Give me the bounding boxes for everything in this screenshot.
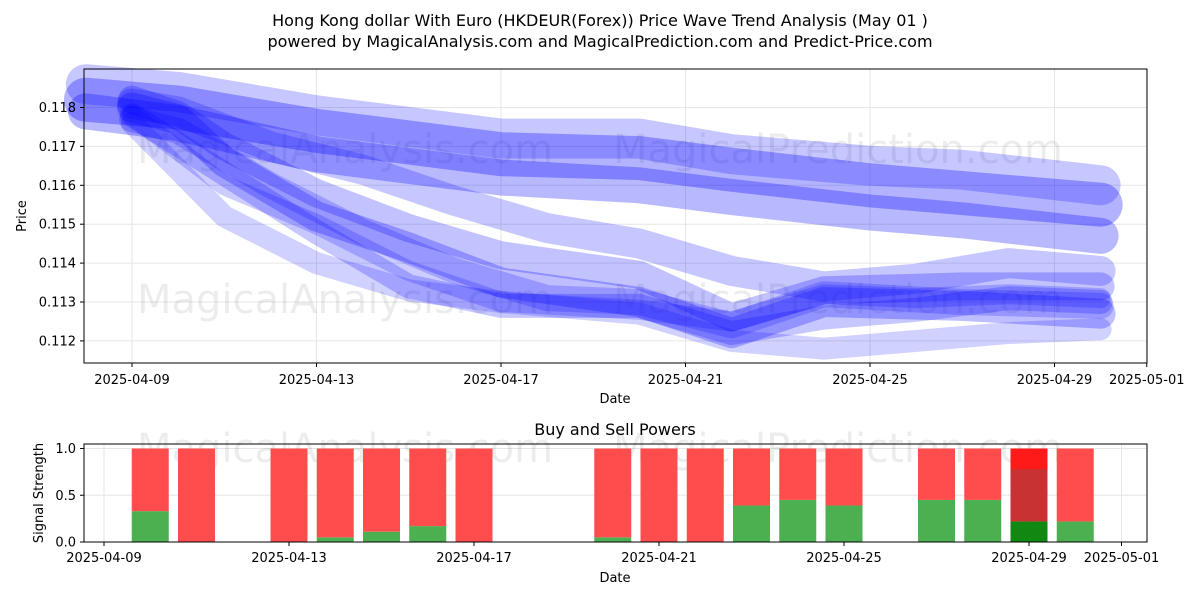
chart-subtitle: powered by MagicalAnalysis.com and Magic… bbox=[267, 32, 932, 51]
price-y-label: Price bbox=[15, 200, 30, 232]
price-y-tick-label: 0.113 bbox=[39, 296, 76, 311]
sell-bar bbox=[964, 448, 1002, 500]
price-grid bbox=[84, 69, 1148, 363]
sell-bar bbox=[918, 448, 955, 500]
buy-bar bbox=[1010, 521, 1048, 542]
price-x-tick-label: 2025-04-09 bbox=[94, 373, 170, 388]
signal-y-tick-label: 0.5 bbox=[55, 489, 76, 504]
price-watermarks: MagicalAnalysis.com MagicalPrediction.co… bbox=[137, 127, 1063, 323]
price-wave-panel: MagicalAnalysis.com MagicalPrediction.co… bbox=[15, 64, 1185, 407]
price-x-tick-label: 2025-05-01 bbox=[1109, 373, 1185, 388]
sell-bar bbox=[455, 448, 493, 542]
sell-bar bbox=[316, 448, 354, 538]
signal-y-tick-label: 1.0 bbox=[55, 442, 76, 457]
wave-series-line bbox=[122, 105, 1111, 332]
price-y-tick-label: 0.114 bbox=[39, 257, 76, 272]
sell-bar bbox=[363, 448, 400, 532]
sell-bar bbox=[825, 448, 863, 506]
price-y-tick-label: 0.118 bbox=[39, 101, 76, 116]
wave-series-line bbox=[63, 77, 1123, 227]
signal-x-tick-label: 2025-05-01 bbox=[1084, 551, 1160, 566]
signal-x-tick-label: 2025-04-29 bbox=[991, 551, 1067, 566]
sell-bar bbox=[779, 448, 817, 500]
price-y-tick-label: 0.115 bbox=[39, 218, 76, 233]
signal-x-tick-label: 2025-04-09 bbox=[66, 551, 142, 566]
wave-series-line bbox=[121, 112, 1112, 360]
sell-bar bbox=[640, 448, 678, 542]
buy-bar bbox=[594, 537, 632, 542]
buy-bar bbox=[409, 526, 447, 542]
signal-x-tick-label: 2025-04-13 bbox=[251, 551, 327, 566]
sell-bar bbox=[686, 448, 724, 542]
signal-y-tick-label: 0.0 bbox=[55, 536, 76, 551]
wave-series-line bbox=[117, 92, 1116, 349]
buy-bar bbox=[779, 499, 817, 542]
buy-bar bbox=[1056, 521, 1094, 542]
signal-x-label: Date bbox=[599, 571, 630, 586]
sell-bar bbox=[733, 448, 770, 506]
buy-bar bbox=[964, 499, 1002, 542]
wave-series-line bbox=[117, 88, 1116, 302]
buy-bar bbox=[733, 505, 770, 542]
price-x-tick-label: 2025-04-29 bbox=[1017, 373, 1093, 388]
buy-bar bbox=[363, 531, 400, 542]
price-axes-frame bbox=[83, 68, 1148, 364]
price-x-label: Date bbox=[599, 392, 630, 407]
sell-bar bbox=[131, 448, 169, 512]
price-y-tick-label: 0.112 bbox=[39, 334, 76, 349]
price-x-tick-label: 2025-04-25 bbox=[832, 373, 908, 388]
sell-bar-highlight bbox=[1010, 448, 1048, 470]
signal-panel: Buy and Sell Powers MagicalAnalysis.com … bbox=[32, 420, 1159, 586]
wave-series-line bbox=[119, 106, 1114, 339]
sell-bar bbox=[594, 448, 632, 538]
signal-x-tick-label: 2025-04-21 bbox=[621, 551, 697, 566]
chart-title: Hong Kong dollar With Euro (HKDEUR(Forex… bbox=[272, 11, 928, 30]
price-x-tick-label: 2025-04-13 bbox=[279, 373, 355, 388]
wave-series-line bbox=[67, 93, 1119, 254]
sell-bar bbox=[178, 448, 215, 542]
sell-bar bbox=[409, 448, 447, 527]
signal-x-tick-label: 2025-04-17 bbox=[436, 551, 512, 566]
watermark-prediction-mid: MagicalPrediction.com bbox=[613, 277, 1063, 323]
sell-bar bbox=[270, 448, 308, 542]
watermark-analysis-top: MagicalAnalysis.com bbox=[137, 127, 553, 173]
price-x-tick-label: 2025-04-21 bbox=[648, 373, 724, 388]
signal-y-label: Signal Strength bbox=[32, 443, 47, 543]
watermark-analysis-mid: MagicalAnalysis.com bbox=[137, 277, 553, 323]
price-y-tick-label: 0.116 bbox=[39, 179, 76, 194]
signal-y-ticks: 0.0 0.5 1.0 bbox=[55, 442, 84, 551]
buy-bar bbox=[825, 505, 863, 542]
sell-bar bbox=[1056, 448, 1094, 522]
wave-series bbox=[63, 64, 1123, 360]
signal-x-ticks: 2025-04-09 2025-04-13 2025-04-17 2025-04-21… bbox=[66, 542, 1159, 566]
buy-bar bbox=[131, 511, 169, 542]
wave-series-line bbox=[118, 85, 1115, 332]
watermark-prediction-top: MagicalPrediction.com bbox=[613, 127, 1063, 173]
signal-x-tick-label: 2025-04-25 bbox=[806, 551, 882, 566]
wave-series-line bbox=[65, 64, 1121, 206]
price-x-tick-label: 2025-04-17 bbox=[463, 373, 539, 388]
price-y-tick-label: 0.117 bbox=[39, 140, 76, 155]
signal-axes-frame bbox=[83, 443, 1148, 543]
price-x-ticks: 2025-04-09 2025-04-13 2025-04-17 2025-04-21… bbox=[94, 363, 1185, 388]
signal-title: Buy and Sell Powers bbox=[534, 420, 696, 439]
buy-bar bbox=[316, 537, 354, 542]
price-y-ticks: 0.112 0.113 0.114 0.115 0.116 0.117 0.118 bbox=[39, 101, 84, 349]
buy-bar bbox=[918, 499, 955, 542]
signal-bars bbox=[131, 448, 1094, 542]
wave-series-line bbox=[120, 103, 1113, 346]
